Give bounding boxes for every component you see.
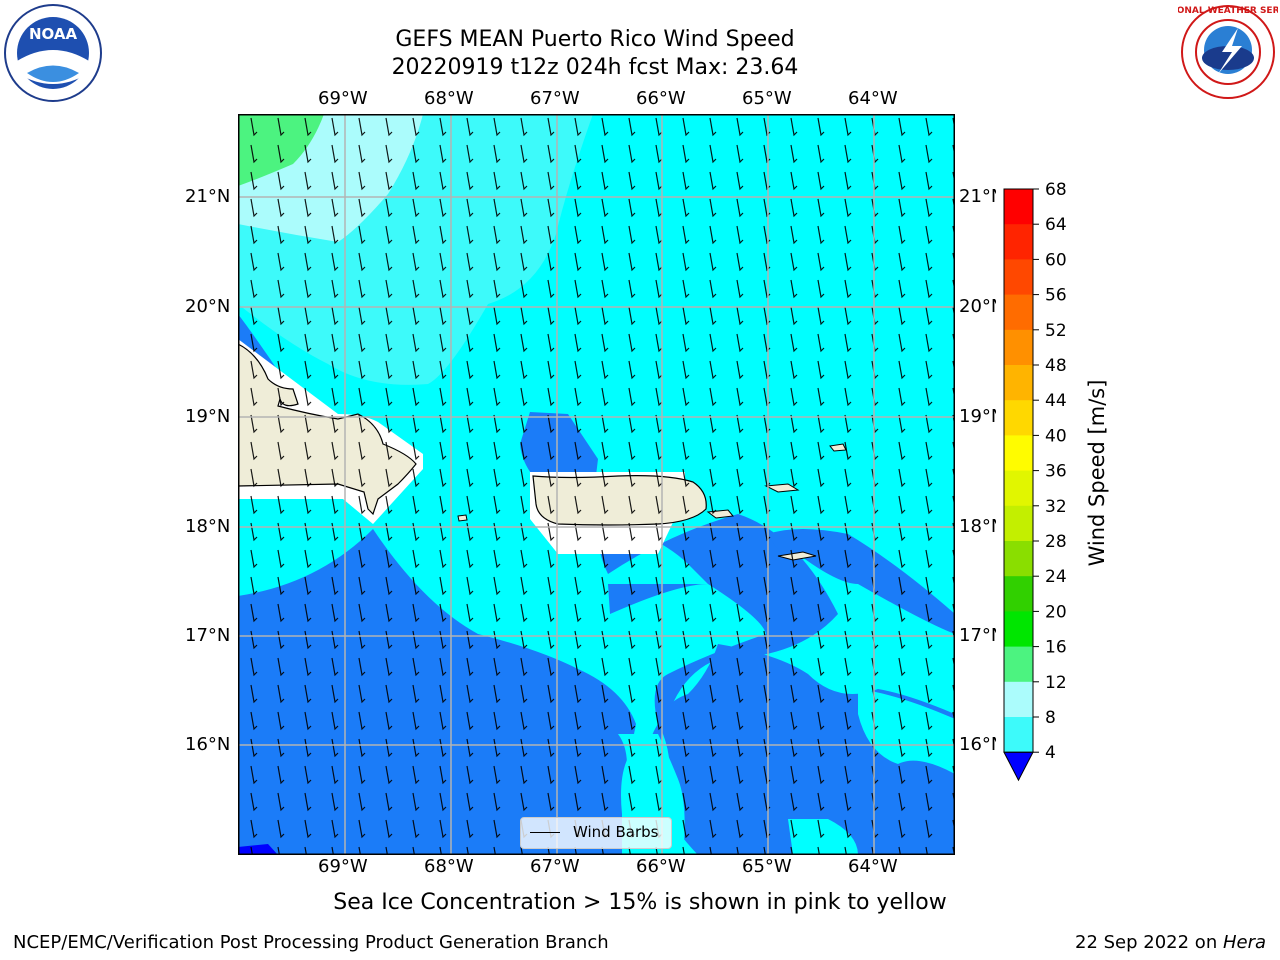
chart-title-line2: 20220919 t12z 024h fcst Max: 23.64 (391, 55, 799, 80)
lon-label-bottom: 64°W (848, 856, 898, 877)
colorbar-under-extend (1003, 751, 1034, 782)
lat-label-left: 21°N (185, 186, 231, 207)
svg-text:NOAA: NOAA (29, 25, 78, 43)
colorbar-bin (1004, 646, 1033, 683)
colorbar-bin (1004, 259, 1033, 296)
lat-label-right: 17°N (959, 625, 1005, 646)
colorbar-tick-label: 48 (1045, 356, 1067, 376)
lat-label-left: 17°N (185, 625, 231, 646)
colorbar-tick-label: 60 (1045, 250, 1067, 270)
lon-label-top: 69°W (318, 88, 368, 109)
colorbar-tick-label: 32 (1045, 497, 1067, 517)
footer-host: Hera (1222, 932, 1266, 953)
colorbar-tick-label: 36 (1045, 462, 1067, 482)
colorbar-tick-label: 44 (1045, 391, 1067, 411)
colorbar-bin (1004, 681, 1033, 718)
svg-text:NATIONAL WEATHER SERVICE: NATIONAL WEATHER SERVICE (1178, 6, 1278, 16)
noaa-logo: NOAA (3, 3, 103, 103)
footer-date: 22 Sep 2022 on Hera (1075, 932, 1266, 953)
lon-label-bottom: 65°W (742, 856, 792, 877)
colorbar-bin (1004, 294, 1033, 331)
lon-label-bottom: 67°W (530, 856, 580, 877)
lat-label-left: 19°N (185, 406, 231, 427)
colorbar-bin (1004, 435, 1033, 472)
colorbar-bin (1004, 189, 1033, 225)
sea-ice-caption: Sea Ice Concentration > 15% is shown in … (333, 890, 947, 915)
colorbar-bin (1004, 576, 1033, 612)
lat-label-right: 19°N (959, 406, 1005, 427)
colorbar-bin (1004, 611, 1033, 648)
footer-date-text: 22 Sep 2022 on (1075, 932, 1223, 953)
colorbar-tick-label: 64 (1045, 215, 1067, 235)
nws-logo: NATIONAL WEATHER SERVICE (1153, 2, 1280, 102)
colorbar-tick-label: 16 (1045, 638, 1067, 658)
lat-label-left: 16°N (185, 734, 231, 755)
colorbar-tick-label: 52 (1045, 321, 1067, 341)
colorbar-tick-label: 28 (1045, 532, 1067, 552)
lon-label-bottom: 69°W (318, 856, 368, 877)
colorbar-bin (1004, 541, 1033, 577)
lon-label-top: 66°W (636, 88, 686, 109)
wind-map (238, 114, 955, 855)
colorbar-bin (1004, 400, 1033, 436)
colorbar-bin (1004, 717, 1033, 753)
wind-barbs-field (238, 114, 954, 854)
lat-label-left: 20°N (185, 296, 231, 317)
lat-label-right: 20°N (959, 296, 1005, 317)
colorbar-label: Wind Speed [m/s] (1085, 379, 1109, 567)
colorbar-tick-label: 20 (1045, 602, 1067, 622)
lon-label-bottom: 66°W (636, 856, 686, 877)
chart-title-line1: GEFS MEAN Puerto Rico Wind Speed (395, 27, 795, 52)
colorbar-bin (1004, 224, 1033, 260)
lon-label-top: 67°W (530, 88, 580, 109)
map-legend: Wind Barbs (520, 817, 672, 849)
colorbar-tick-label: 4 (1045, 743, 1056, 763)
colorbar-tick-label: 68 (1045, 180, 1067, 200)
colorbar-bin (1004, 365, 1033, 401)
footer-branch: NCEP/EMC/Verification Post Processing Pr… (13, 932, 609, 953)
lon-label-top: 68°W (424, 88, 474, 109)
lat-label-right: 18°N (959, 516, 1005, 537)
lon-label-top: 64°W (848, 88, 898, 109)
colorbar: 68 64 60 56 52 48 44 40 36 32 28 24 20 16 12 8 4 (996, 180, 1106, 790)
colorbar-tick-label: 8 (1045, 708, 1056, 728)
legend-line-swatch (530, 832, 560, 833)
colorbar-tick-label: 56 (1045, 286, 1067, 306)
colorbar-tick-label: 12 (1045, 673, 1067, 693)
lat-label-right: 16°N (959, 734, 1005, 755)
colorbar-tick-label: 24 (1045, 567, 1067, 587)
colorbar-bin (1004, 505, 1033, 542)
colorbar-tick-label: 40 (1045, 426, 1067, 446)
lon-label-bottom: 68°W (424, 856, 474, 877)
lon-label-top: 65°W (742, 88, 792, 109)
graticule (238, 114, 955, 855)
lat-label-right: 21°N (959, 186, 1005, 207)
legend-label: Wind Barbs (573, 823, 659, 841)
colorbar-bin (1004, 470, 1033, 507)
colorbar-bin (1004, 329, 1033, 366)
lat-label-left: 18°N (185, 516, 231, 537)
